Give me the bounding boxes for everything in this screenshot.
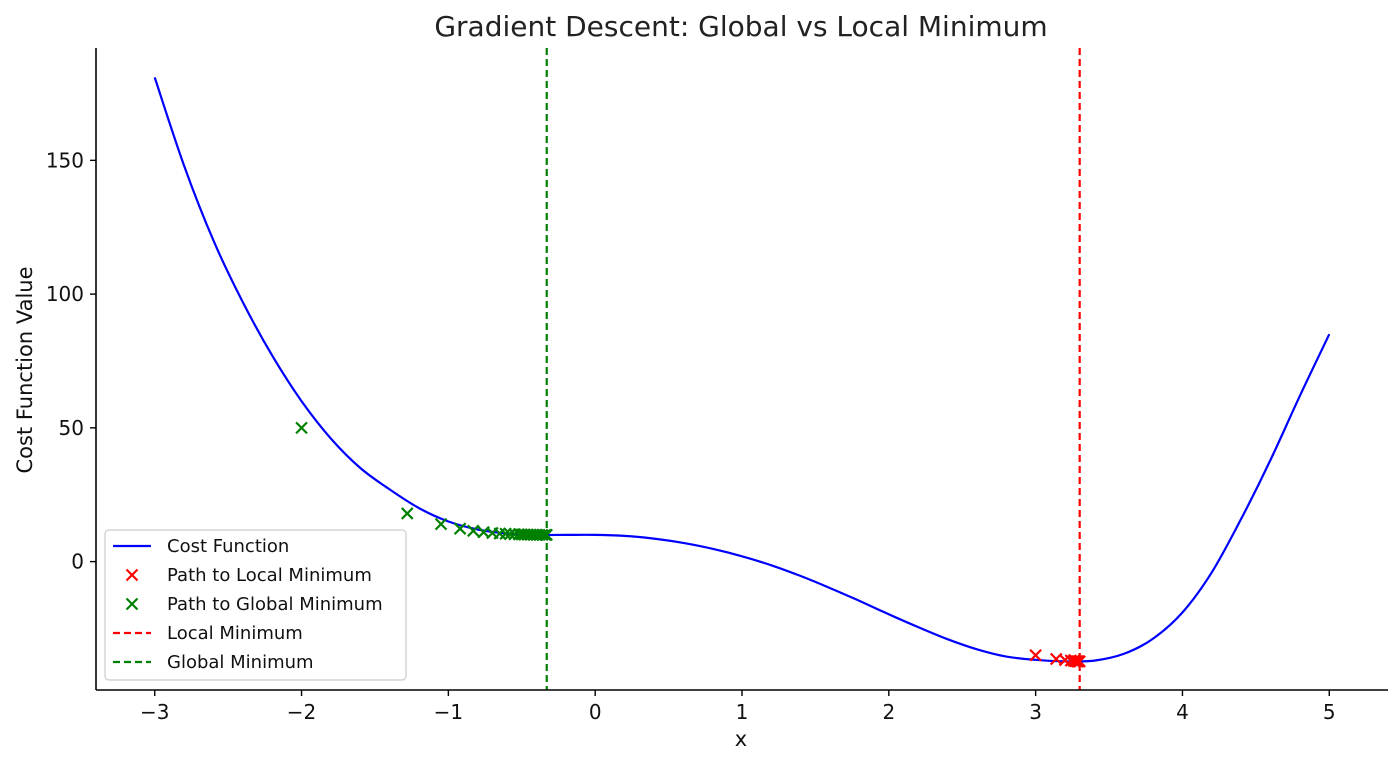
x-tick-label: −1 — [434, 700, 463, 724]
y-tick-label: 50 — [59, 416, 84, 440]
legend-item-cost-function: Cost Function — [113, 536, 289, 557]
y-tick-label: 150 — [46, 148, 84, 172]
local-path-point — [1073, 655, 1086, 668]
global-path-point — [453, 522, 467, 535]
axes: −3 −2 −1 0 1 2 3 4 5 0 50 100 150 — [46, 48, 1388, 724]
legend-label: Path to Local Minimum — [167, 565, 372, 586]
y-ticks: 0 50 100 150 — [46, 148, 96, 574]
legend-item-path-local: Path to Local Minimum — [125, 565, 372, 586]
legend-label: Path to Global Minimum — [167, 594, 383, 615]
legend-item-path-global: Path to Global Minimum — [125, 594, 383, 615]
x-tick-label: −2 — [287, 700, 316, 724]
plot-area — [153, 48, 1331, 690]
x-tick-label: 3 — [1029, 700, 1042, 724]
global-path-point — [434, 517, 448, 531]
legend-label: Cost Function — [167, 536, 289, 557]
global-path-point — [467, 524, 480, 538]
legend: Cost Function Path to Local Minimum Path t… — [104, 529, 407, 681]
legend-item-global-minimum: Global Minimum — [113, 652, 314, 673]
x-tick-label: 5 — [1323, 700, 1336, 724]
legend-label: Global Minimum — [167, 652, 314, 673]
x-tick-label: 1 — [736, 700, 749, 724]
cost-function-line — [153, 77, 1331, 663]
x-tick-label: 2 — [882, 700, 895, 724]
x-tick-label: −3 — [140, 700, 169, 724]
legend-marker — [125, 597, 139, 611]
global-path-point — [400, 507, 414, 520]
legend-label: Local Minimum — [167, 623, 303, 644]
path-markers — [295, 421, 1086, 668]
y-axis-label: Cost Function Value — [13, 266, 37, 473]
x-tick-label: 4 — [1176, 700, 1189, 724]
local-path-point — [1029, 648, 1042, 662]
chart-title: Gradient Descent: Global vs Local Minimu… — [434, 10, 1047, 43]
y-tick-label: 0 — [71, 550, 84, 574]
x-tick-label: 0 — [589, 700, 602, 724]
minimum-lines — [545, 48, 1081, 690]
y-tick-label: 100 — [46, 282, 84, 306]
global-path-point — [540, 528, 554, 542]
legend-item-local-minimum: Local Minimum — [113, 623, 303, 644]
global-path-point — [295, 421, 308, 435]
global-path-point — [536, 528, 549, 542]
x-axis-label: x — [735, 727, 747, 751]
legend-frame — [104, 529, 407, 681]
legend-marker — [125, 568, 139, 582]
x-ticks: −3 −2 −1 0 1 2 3 4 5 — [140, 690, 1336, 724]
